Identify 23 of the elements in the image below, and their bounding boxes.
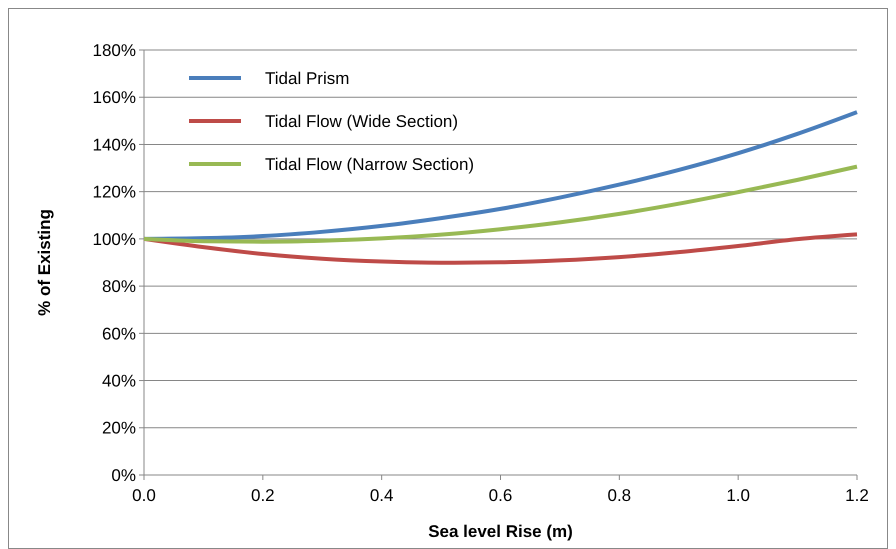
- legend-label: Tidal Flow (Wide Section): [265, 112, 458, 131]
- y-tick-label: 120%: [92, 182, 136, 202]
- y-tick-label: 180%: [92, 40, 136, 60]
- y-tick-label: 100%: [92, 230, 136, 249]
- x-tick-label: 0.6: [488, 486, 512, 505]
- y-tick-label: 140%: [92, 135, 136, 154]
- y-tick-label: 20%: [102, 418, 136, 438]
- legend-label: Tidal Prism: [265, 68, 350, 88]
- x-axis-title: Sea level Rise (m): [428, 522, 573, 541]
- legend-label: Tidal Flow (Narrow Section): [265, 154, 474, 174]
- x-tick-label: 0.4: [370, 486, 394, 505]
- x-tick-label: 1.2: [845, 486, 869, 505]
- x-tick-label: 1.0: [726, 486, 750, 505]
- x-tick-label: 0.8: [608, 486, 632, 505]
- y-tick-label: 160%: [92, 88, 136, 108]
- y-tick-label: 60%: [102, 324, 136, 344]
- y-tick-label: 40%: [102, 372, 136, 391]
- line-series: [142, 232, 859, 265]
- y-axis-title: % of Existing: [35, 209, 54, 316]
- y-tick-label: 80%: [102, 277, 136, 296]
- y-tick-label: 0%: [111, 466, 136, 485]
- x-tick-label: 0.2: [251, 486, 275, 505]
- x-tick-label: 0.0: [132, 486, 156, 505]
